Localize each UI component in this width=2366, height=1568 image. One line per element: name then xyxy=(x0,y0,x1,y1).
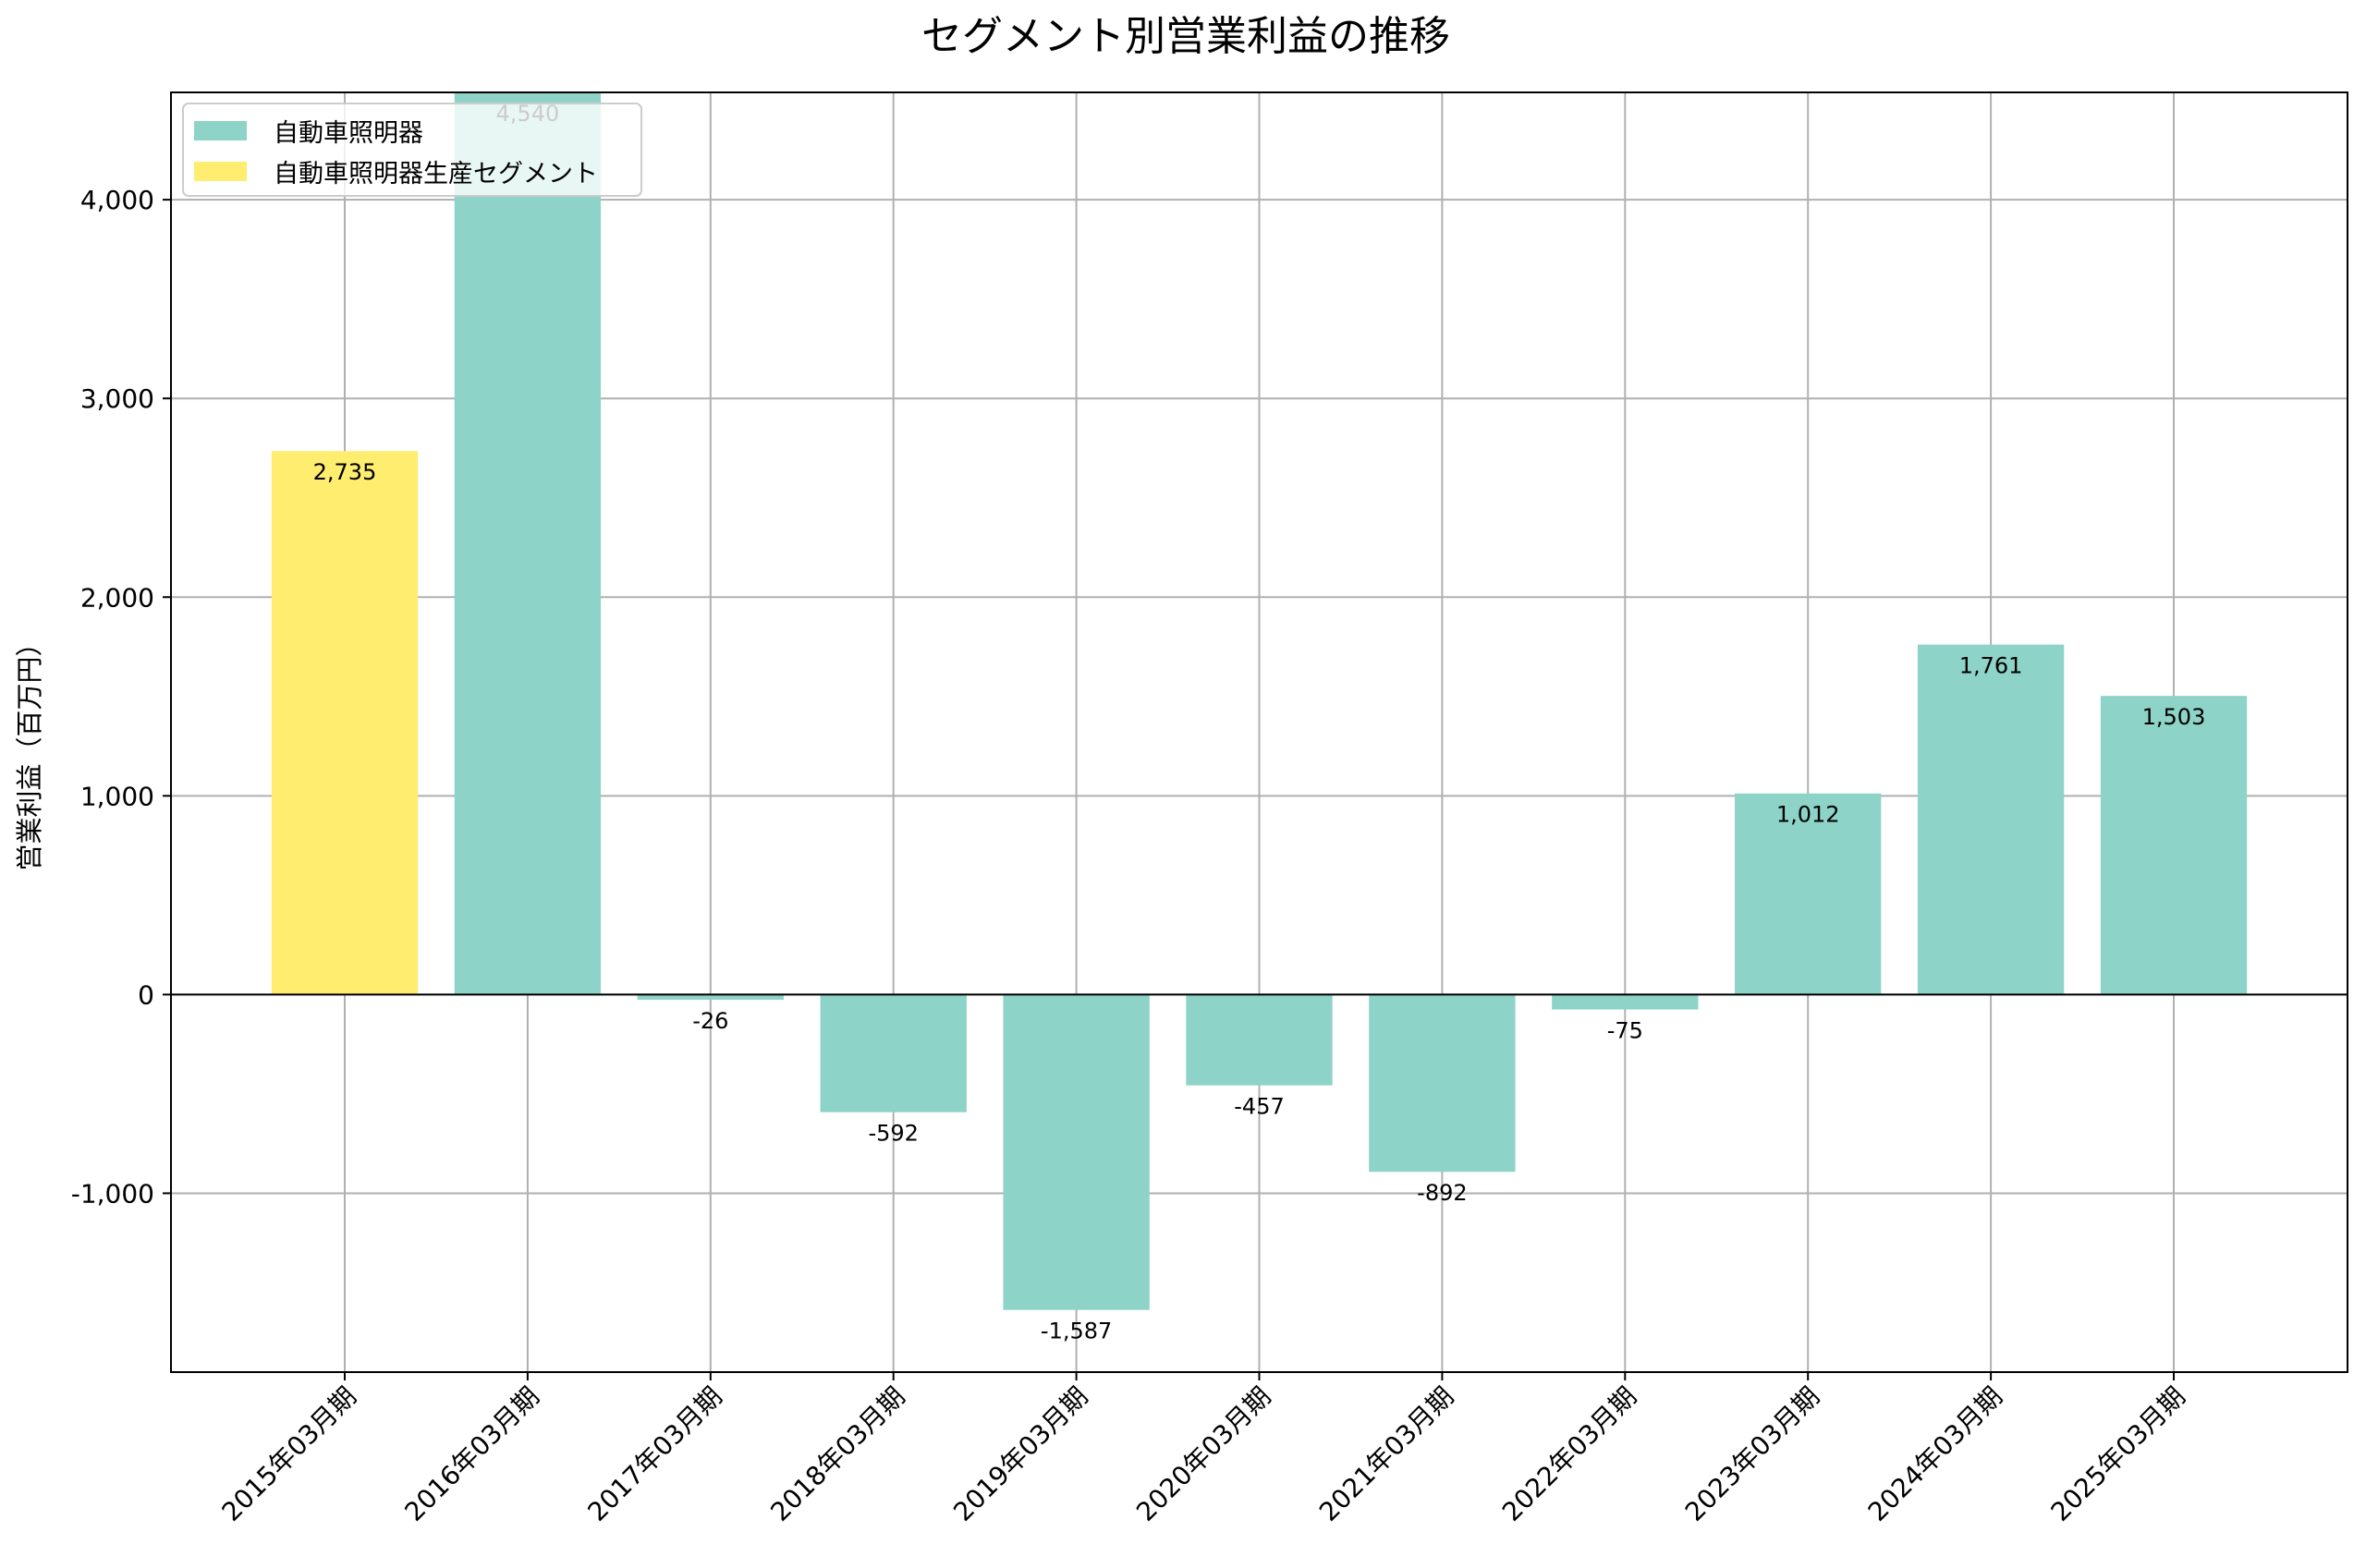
data-label: 2,735 xyxy=(313,459,377,485)
data-label: -1,587 xyxy=(1041,1319,1112,1344)
bar xyxy=(271,451,419,995)
legend-swatch xyxy=(194,121,247,140)
y-tick-label: 2,000 xyxy=(80,582,154,613)
data-label: 1,503 xyxy=(2142,704,2206,730)
bar xyxy=(1552,994,1699,1010)
legend-swatch xyxy=(194,162,247,181)
legend-label: 自動車照明器生産セグメント xyxy=(274,160,598,188)
data-label: 1,761 xyxy=(1959,653,2023,679)
bar xyxy=(1735,793,1882,995)
y-tick-label: 1,000 xyxy=(80,781,154,811)
bar xyxy=(1003,994,1150,1310)
legend-label: 自動車照明器 xyxy=(274,119,423,148)
x-tick-label: 2021年03月期 xyxy=(1313,1381,1459,1527)
bar xyxy=(637,994,784,1000)
bar xyxy=(2100,696,2248,995)
x-tick-label: 2025年03月期 xyxy=(2045,1381,2191,1527)
x-tick-label: 2017年03月期 xyxy=(581,1381,727,1527)
x-tick-label: 2024年03月期 xyxy=(1862,1381,2008,1527)
x-axis: 2015年03月期 2016年03月期 2017年03月期 2018年03月期 2019… xyxy=(216,1372,2191,1527)
data-label: -26 xyxy=(692,1008,728,1034)
x-tick-label: 2016年03月期 xyxy=(399,1381,545,1527)
y-axis: -1,000 0 1,000 2,000 3,000 4,000 xyxy=(71,185,171,1209)
y-tick-label: 0 xyxy=(138,979,154,1010)
data-label: -75 xyxy=(1607,1018,1643,1044)
bar xyxy=(820,994,967,1112)
y-tick-label: -1,000 xyxy=(71,1178,154,1209)
y-axis-label: 営業利益（百万円） xyxy=(14,629,45,870)
y-tick-label: 3,000 xyxy=(80,383,154,414)
y-tick-label: 4,000 xyxy=(80,185,154,215)
x-tick-label: 2023年03月期 xyxy=(1679,1381,1825,1527)
bar xyxy=(1369,994,1516,1173)
data-label: -592 xyxy=(868,1121,918,1147)
legend-box xyxy=(182,103,642,197)
data-label: -457 xyxy=(1234,1094,1284,1120)
bar xyxy=(1186,994,1333,1086)
data-label: 1,012 xyxy=(1776,802,1840,828)
x-tick-label: 2022年03月期 xyxy=(1496,1381,1642,1527)
bars xyxy=(271,92,2248,1310)
bar xyxy=(454,92,602,995)
x-tick-label: 2019年03月期 xyxy=(947,1381,1093,1527)
x-tick-label: 2020年03月期 xyxy=(1130,1381,1276,1527)
x-tick-label: 2015年03月期 xyxy=(216,1381,362,1527)
chart-title: セグメント別営業利益の推移 xyxy=(921,13,1450,60)
data-label: -892 xyxy=(1417,1180,1467,1206)
bar xyxy=(1917,644,2065,995)
x-tick-label: 2018年03月期 xyxy=(764,1381,910,1527)
